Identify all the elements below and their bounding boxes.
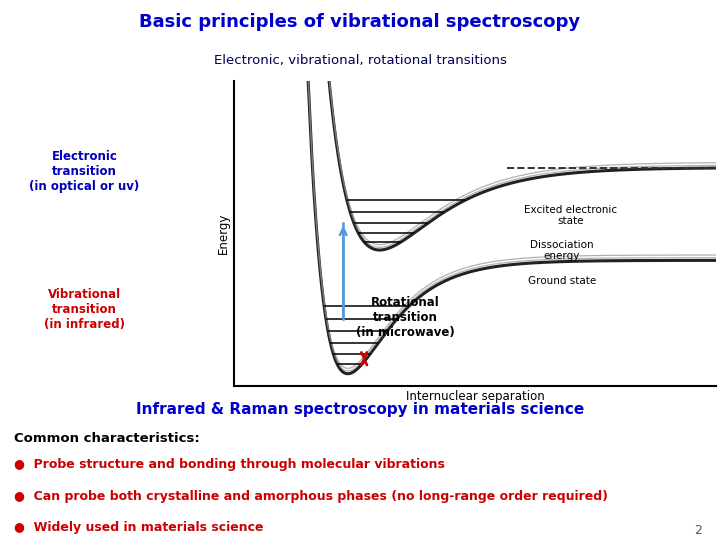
Text: Dissociation
energy: Dissociation energy: [530, 240, 593, 261]
Text: Rotational
transition
(in microwave): Rotational transition (in microwave): [356, 296, 454, 339]
Text: ●  Widely used in materials science: ● Widely used in materials science: [14, 521, 264, 534]
Text: Electronic
transition
(in optical or uv): Electronic transition (in optical or uv): [30, 150, 140, 193]
Text: Basic principles of vibrational spectroscopy: Basic principles of vibrational spectros…: [140, 13, 580, 31]
Text: Vibrational
transition
(in infrared): Vibrational transition (in infrared): [44, 288, 125, 330]
Y-axis label: Energy: Energy: [217, 213, 230, 254]
Text: Common characteristics:: Common characteristics:: [14, 431, 200, 444]
X-axis label: Internuclear separation: Internuclear separation: [406, 390, 544, 403]
Text: ●  Can probe both crystalline and amorphous phases (no long-range order required: ● Can probe both crystalline and amorpho…: [14, 489, 608, 503]
Text: 2: 2: [694, 524, 702, 537]
Text: Infrared & Raman spectroscopy in materials science: Infrared & Raman spectroscopy in materia…: [136, 402, 584, 417]
Text: Excited electronic
state: Excited electronic state: [524, 205, 617, 226]
Text: Electronic, vibrational, rotational transitions: Electronic, vibrational, rotational tran…: [214, 54, 506, 68]
Text: ●  Probe structure and bonding through molecular vibrations: ● Probe structure and bonding through mo…: [14, 458, 445, 471]
Text: Ground state: Ground state: [528, 276, 595, 286]
